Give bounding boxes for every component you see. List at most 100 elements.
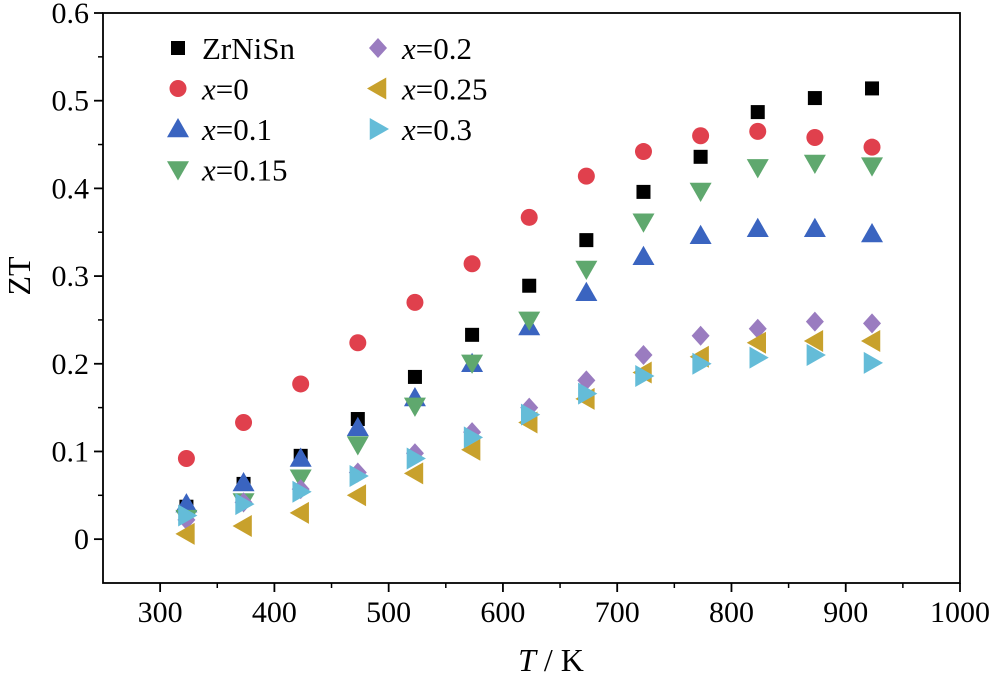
legend-entry: ZrNiSn — [171, 31, 296, 66]
legend-label: x=0 — [201, 72, 249, 107]
data-point — [863, 351, 884, 374]
x-tick-label: 500 — [366, 596, 411, 629]
legend-label: ZrNiSn — [202, 31, 296, 66]
data-point — [289, 447, 312, 467]
data-point — [861, 157, 884, 177]
legend-entry: x=0.2 — [369, 31, 472, 66]
legend-marker — [369, 38, 387, 58]
legend-entry: x=0.15 — [167, 153, 288, 188]
x-tick-label: 1000 — [930, 596, 990, 629]
y-tick-label: 0.1 — [52, 435, 90, 468]
data-point — [689, 182, 712, 203]
data-point — [289, 501, 309, 524]
data-point — [461, 354, 484, 374]
legend-marker — [367, 77, 387, 100]
legend-entry: x=0.1 — [167, 112, 272, 147]
data-point — [522, 278, 537, 293]
x-tick-label: 800 — [709, 596, 754, 629]
data-point — [407, 369, 422, 384]
data-point — [575, 281, 598, 301]
data-point — [232, 472, 255, 492]
data-point — [861, 222, 884, 243]
data-point — [806, 129, 824, 147]
data-point — [806, 344, 826, 366]
data-point — [803, 329, 824, 352]
data-point — [803, 154, 826, 174]
data-point — [632, 245, 655, 266]
data-point — [863, 138, 881, 156]
data-point — [746, 331, 766, 354]
x-axis-title: T / K — [518, 642, 584, 677]
data-point — [803, 217, 826, 237]
data-point — [635, 365, 655, 388]
x-tick-label: 700 — [595, 596, 640, 629]
data-point — [689, 224, 712, 244]
legend-entry: x=0 — [169, 72, 249, 107]
legend-entry: x=0.25 — [367, 72, 488, 107]
series-5 — [175, 329, 881, 545]
data-point — [861, 329, 881, 352]
data-point — [520, 208, 538, 226]
data-point — [807, 91, 822, 106]
data-point — [750, 105, 765, 120]
data-point — [235, 414, 253, 432]
legend-marker — [369, 118, 389, 140]
data-point — [406, 293, 424, 311]
data-point — [746, 159, 769, 179]
y-tick-label: 0.5 — [52, 85, 90, 118]
x-tick-label: 400 — [252, 596, 297, 629]
series-1 — [177, 122, 881, 467]
data-point — [346, 436, 369, 456]
data-point — [579, 233, 594, 248]
legend-marker — [167, 161, 189, 181]
x-tick-label: 900 — [823, 596, 868, 629]
data-point — [289, 469, 312, 489]
legend-entry: x=0.3 — [369, 112, 472, 147]
legend-marker — [167, 118, 189, 138]
data-point — [175, 522, 195, 545]
axes: 300 400 500 600 700 800 900 1000 0 0.1 0.2 0.3 0.4 0.… — [52, 0, 991, 629]
legend-label: x=0.2 — [401, 31, 472, 66]
data-point — [636, 184, 651, 199]
data-point — [292, 480, 312, 503]
data-point — [232, 515, 252, 537]
legend-label: x=0.15 — [201, 153, 288, 188]
y-axis-title: ZT — [1, 256, 37, 296]
data-point — [865, 81, 880, 96]
data-point — [748, 318, 767, 339]
x-tick-label: 600 — [480, 596, 525, 629]
legend-marker — [171, 41, 185, 55]
legend-marker — [169, 80, 187, 97]
x-tick-label: 300 — [138, 596, 183, 629]
data-point — [863, 313, 882, 334]
y-tick-label: 0 — [74, 523, 89, 556]
data-point — [177, 449, 195, 467]
data-point — [578, 382, 598, 405]
data-point — [463, 426, 484, 449]
data-point — [632, 213, 655, 233]
data-point — [406, 447, 426, 470]
y-tick-label: 0.6 — [52, 0, 90, 30]
data-point — [465, 327, 480, 342]
data-point — [346, 416, 369, 437]
data-point — [805, 311, 824, 332]
data-point — [292, 375, 310, 393]
data-point — [691, 325, 710, 346]
data-point — [746, 217, 769, 237]
data-point — [692, 352, 712, 375]
y-tick-label: 0.3 — [52, 260, 90, 293]
legend-label: x=0.1 — [201, 112, 272, 147]
legend-label: x=0.3 — [401, 112, 472, 147]
data-point — [403, 462, 424, 485]
data-point — [461, 438, 481, 461]
legend: ZrNiSn x=0 x=0.1 x=0.15 x=0.2 x=0.25 x=0.3 — [167, 31, 488, 188]
data-point — [518, 311, 541, 331]
data-point — [692, 127, 710, 145]
y-tick-label: 0.4 — [52, 172, 90, 205]
data-point — [349, 334, 367, 352]
data-point — [575, 260, 598, 281]
series-2 — [175, 217, 884, 513]
data-point — [178, 504, 198, 527]
data-point — [577, 167, 595, 185]
